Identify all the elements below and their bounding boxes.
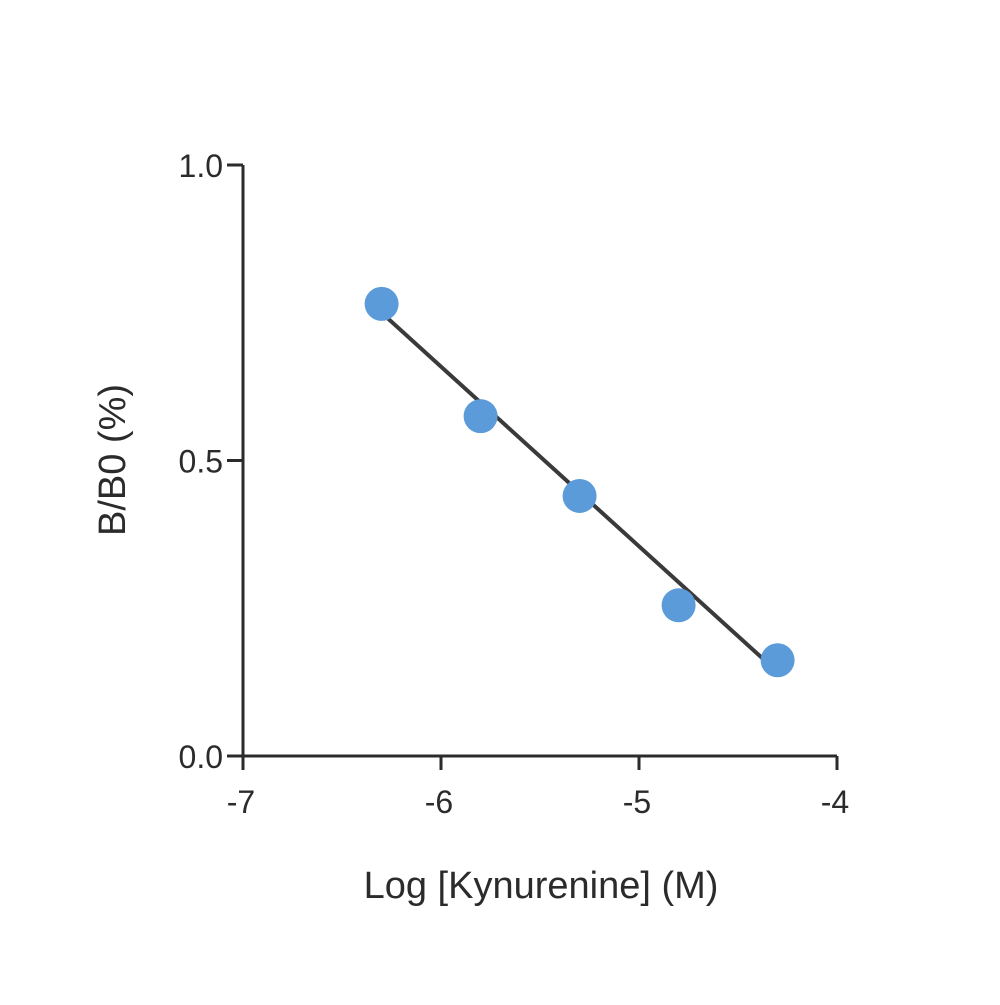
- axis-labels: Log [Kynurenine] (M) B/B0 (%): [92, 384, 718, 907]
- x-axis-title: Log [Kynurenine] (M): [364, 865, 719, 907]
- x-tick-label: -4: [821, 784, 849, 820]
- data-point: [463, 399, 498, 434]
- x-tick-label: -5: [623, 784, 651, 820]
- y-tick-label: 1.0: [179, 148, 223, 184]
- data-point: [760, 643, 795, 678]
- y-tick-label: 0.0: [179, 739, 223, 775]
- data-points: [364, 286, 795, 678]
- data-point: [661, 588, 696, 623]
- data-point: [364, 286, 399, 321]
- axes: 0.0 0.5 1.0 -7 -6 -5 -4: [179, 148, 850, 820]
- x-tick-label: -7: [227, 784, 255, 820]
- y-tick-label: 0.5: [179, 444, 223, 480]
- x-tick-label: -6: [425, 784, 453, 820]
- y-axis-title: B/B0 (%): [92, 384, 134, 536]
- data-point: [562, 478, 597, 513]
